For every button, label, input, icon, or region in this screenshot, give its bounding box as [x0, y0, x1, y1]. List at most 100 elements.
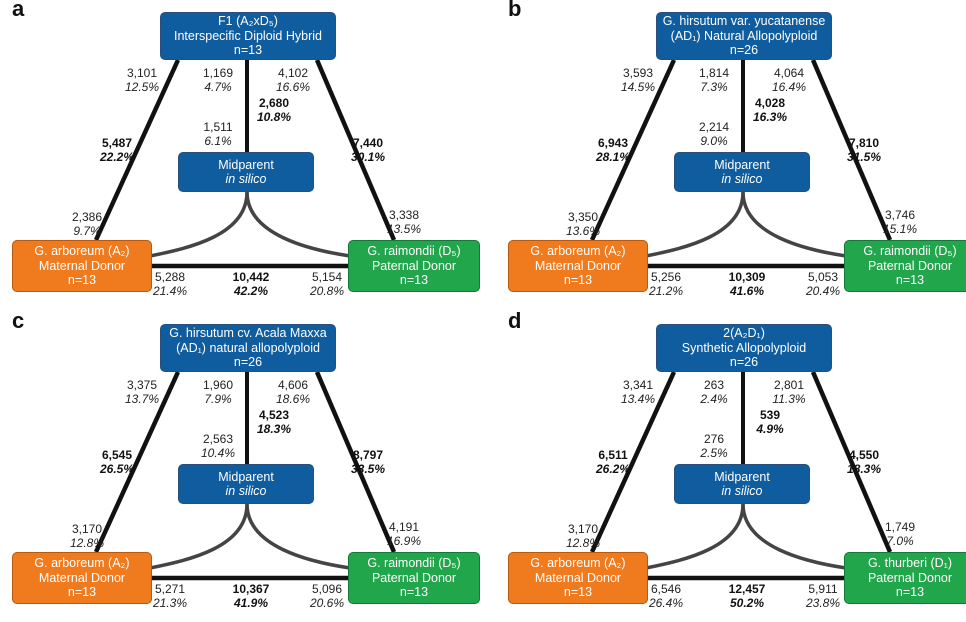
stat-hyb-mid-total: 4,028 16.3% [753, 96, 787, 124]
edge-hybrid-maternal [93, 59, 181, 241]
midparent-node-line-1: Midparent [218, 469, 274, 484]
paternal-donor-node: G. raimondii (D₅) Paternal Donor n=13 [844, 240, 966, 292]
stat-mat-pat-total: 10,442 42.2% [233, 270, 270, 298]
stat-mat-pat-right: 5,154 20.8% [310, 270, 344, 298]
stat-count: 10,442 [232, 270, 270, 284]
stat-hyb-mid-total: 4,523 18.3% [257, 408, 291, 436]
stat-hyb-mat-only: 3,101 12.5% [125, 66, 159, 94]
midparent-node-line-1: Midparent [714, 469, 770, 484]
stat-percent: 4.9% [756, 422, 784, 436]
stat-percent: 13.6% [565, 224, 601, 238]
maternal-donor-node-line-1: G. arboreum (A₂) [34, 244, 130, 259]
stat-count: 3,375 [126, 378, 158, 392]
stat-count: 10,309 [728, 270, 766, 284]
stat-hyb-pat-total: 7,810 31.5% [847, 136, 881, 164]
hybrid-node-line-3: n=26 [233, 355, 263, 370]
hybrid-node-line-3: n=26 [729, 355, 759, 370]
stat-hyb-mat-total: 6,545 26.5% [100, 448, 134, 476]
stat-count: 1,169 [202, 66, 234, 80]
midparent-node-line-1: Midparent [714, 157, 770, 172]
stat-percent: 14.5% [620, 80, 656, 94]
curve-midparent-maternal [645, 191, 745, 258]
stat-hyb-mid-left: 1,960 7.9% [203, 378, 233, 406]
edge-hybrid-paternal [314, 59, 397, 241]
maternal-donor-node: G. arboreum (A₂) Maternal Donor n=13 [508, 552, 648, 604]
stat-percent: 20.4% [805, 284, 841, 298]
panel-letter: c [12, 308, 25, 333]
stat-count: 3,338 [388, 208, 420, 222]
stat-mat-mid: 3,350 13.6% [566, 210, 600, 238]
stat-percent: 4.7% [204, 80, 232, 94]
midparent-node: Midparent in silico [674, 464, 810, 504]
hybrid-node-line-1: F1 (A₂xD₅) [218, 14, 278, 29]
paternal-donor-node-line-1: G. raimondii (D₅) [367, 244, 461, 259]
curve-midparent-maternal [645, 503, 745, 570]
stat-percent: 41.9% [233, 596, 269, 610]
stat-count: 3,341 [622, 378, 654, 392]
maternal-donor-node-line-3: n=13 [67, 585, 97, 600]
stat-percent: 18.3% [256, 422, 292, 436]
stat-count: 2,214 [698, 120, 730, 134]
stat-percent: 28.1% [595, 150, 631, 164]
stat-percent: 9.7% [73, 224, 101, 238]
maternal-donor-node-line-1: G. arboreum (A₂) [530, 556, 626, 571]
edge-hybrid-maternal [589, 59, 677, 241]
stat-hyb-pat-total: 4,550 18.3% [847, 448, 881, 476]
stat-percent: 12.8% [565, 536, 601, 550]
hybrid-node-line-2: (AD₁) natural allopolyploid [176, 340, 320, 355]
maternal-donor-node-line-2: Maternal Donor [534, 570, 622, 585]
midparent-node: Midparent in silico [178, 464, 314, 504]
stat-percent: 9.0% [700, 134, 728, 148]
connector-layer [589, 371, 893, 581]
stat-count: 6,546 [650, 582, 682, 596]
stat-percent: 23.8% [805, 596, 841, 610]
stat-mat-mid: 2,386 9.7% [72, 210, 102, 238]
edge-hybrid-paternal [810, 59, 893, 241]
maternal-donor-node: G. arboreum (A₂) Maternal Donor n=13 [508, 240, 648, 292]
stat-hyb-mat-total: 6,511 26.2% [596, 448, 630, 476]
stat-percent: 21.4% [152, 284, 188, 298]
stat-percent: 26.4% [648, 596, 684, 610]
stat-percent: 50.2% [729, 596, 765, 610]
stat-count: 5,096 [311, 582, 343, 596]
curve-midparent-paternal [245, 191, 351, 258]
stat-percent: 16.6% [275, 80, 311, 94]
stat-count: 276 [703, 432, 725, 446]
stat-percent: 22.2% [99, 150, 135, 164]
hybrid-node-line-2: Synthetic Allopolyploid [681, 340, 807, 355]
stat-percent: 31.5% [846, 150, 882, 164]
stat-hyb-mat-only: 3,593 14.5% [621, 66, 655, 94]
stat-count: 2,563 [202, 432, 234, 446]
hybrid-node-line-2: (AD₁) Natural Allopolyploid [670, 28, 818, 43]
stat-mid-right-only: 2,563 10.4% [201, 432, 235, 460]
curve-midparent-paternal [245, 503, 351, 570]
paternal-donor-node: G. raimondii (D₅) Paternal Donor n=13 [348, 240, 480, 292]
paternal-donor-node-line-2: Paternal Donor [371, 258, 457, 273]
stat-percent: 16.4% [771, 80, 807, 94]
stat-count: 5,288 [154, 270, 186, 284]
stat-percent: 20.8% [309, 284, 345, 298]
maternal-donor-node-line-2: Maternal Donor [38, 570, 126, 585]
paternal-donor-node-line-1: G. raimondii (D₅) [367, 556, 461, 571]
panel-c: c G. hirsutum cv. Acala Maxxa (AD₁) natura… [0, 308, 483, 622]
stat-percent: 7.9% [204, 392, 232, 406]
panel-d: d 2(A₂D₁) Synthetic Allopolyploid n=26 Midpa… [496, 308, 966, 622]
stat-hyb-pat-only: 4,606 18.6% [276, 378, 310, 406]
stat-count: 4,028 [754, 96, 786, 110]
stat-percent: 16.3% [752, 110, 788, 124]
stat-percent: 10.8% [256, 110, 292, 124]
curve-midparent-maternal [149, 503, 249, 570]
edge-hybrid-maternal [93, 371, 181, 553]
panel-letter: d [508, 308, 522, 333]
midparent-node-line-1: Midparent [218, 157, 274, 172]
midparent-node-line-2: in silico [721, 172, 763, 186]
stat-count: 2,680 [258, 96, 290, 110]
midparent-node: Midparent in silico [178, 152, 314, 192]
stat-count: 1,960 [202, 378, 234, 392]
stat-mid-right-only: 1,511 6.1% [203, 120, 232, 148]
stat-hyb-mid-total: 539 4.9% [756, 408, 783, 436]
stat-count: 3,350 [567, 210, 599, 224]
stat-count: 6,943 [597, 136, 629, 150]
maternal-donor-node: G. arboreum (A₂) Maternal Donor n=13 [12, 240, 152, 292]
panel-b: b G. hirsutum var. yucatanense (AD₁) Natur… [496, 0, 966, 310]
